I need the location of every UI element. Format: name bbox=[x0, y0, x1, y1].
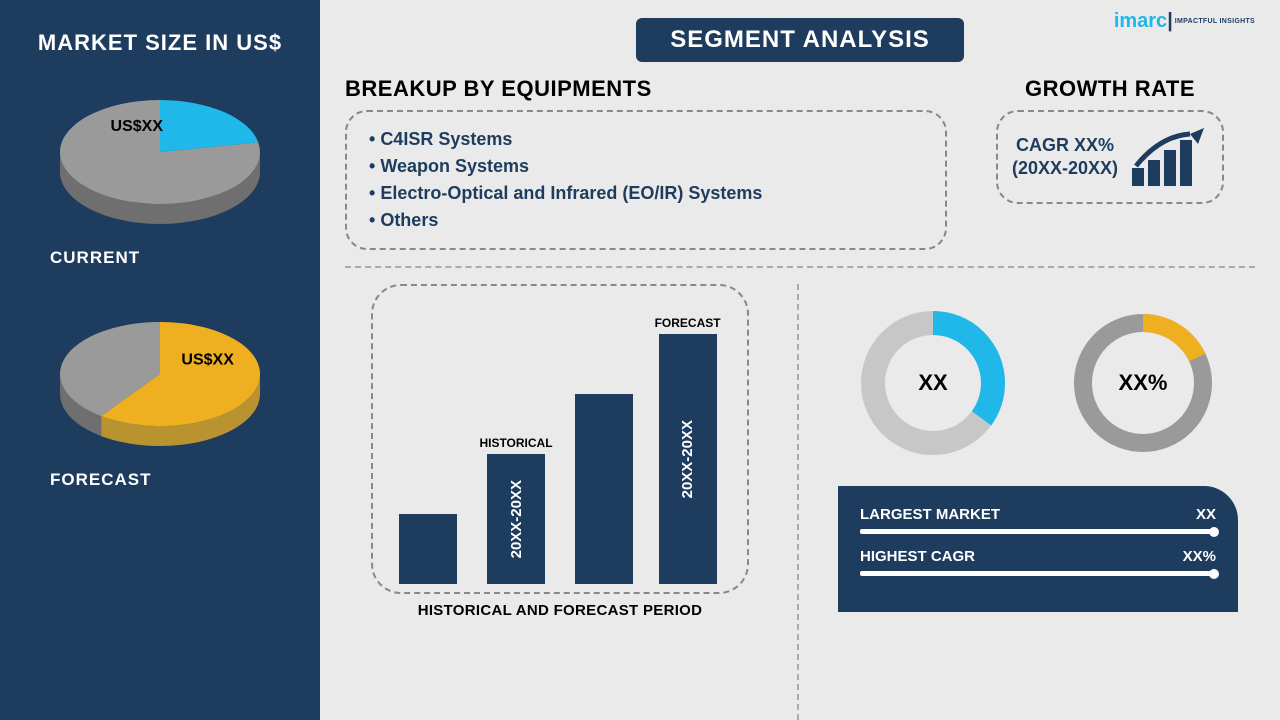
logo-text-1: imarc bbox=[1114, 10, 1167, 32]
summary-bar bbox=[860, 571, 1216, 576]
growth-section: GROWTH RATE CAGR XX% (20XX-20XX) bbox=[965, 76, 1255, 250]
pie-label: CURRENT bbox=[50, 248, 270, 268]
divider-v bbox=[797, 284, 799, 720]
top-row: BREAKUP BY EQUIPMENTS C4ISR SystemsWeapo… bbox=[320, 76, 1280, 260]
bar-top-label: HISTORICAL bbox=[479, 436, 552, 450]
svg-text:US$XX: US$XX bbox=[111, 118, 164, 135]
page-title: SEGMENT ANALYSIS bbox=[636, 18, 964, 62]
summary-label: LARGEST MARKET bbox=[860, 506, 1000, 523]
brand-logo: imarc|IMPACTFUL INSIGHTS bbox=[1114, 10, 1255, 33]
bar-top-label bbox=[427, 496, 430, 510]
summary-bar bbox=[860, 529, 1216, 534]
breakup-list: C4ISR SystemsWeapon SystemsElectro-Optic… bbox=[369, 126, 923, 234]
growth-chart-icon bbox=[1130, 126, 1208, 188]
growth-box: CAGR XX% (20XX-20XX) bbox=[996, 110, 1224, 204]
bar bbox=[399, 514, 457, 584]
summary-row: HIGHEST CAGR XX% bbox=[860, 548, 1216, 565]
bar-column bbox=[575, 376, 633, 584]
summary-value: XX% bbox=[1183, 548, 1216, 565]
summary-card: LARGEST MARKET XX HIGHEST CAGR XX% bbox=[838, 486, 1238, 612]
market-size-title: MARKET SIZE IN US$ bbox=[38, 30, 282, 56]
bar bbox=[575, 394, 633, 584]
logo-tagline: IMPACTFUL INSIGHTS bbox=[1175, 18, 1255, 25]
historical-panel: HISTORICAL 20XX-20XX FORECAST 20XX-20XX … bbox=[345, 284, 775, 720]
pie-forecast: US$XX bbox=[50, 308, 270, 458]
donut-chart: XX% bbox=[1068, 308, 1218, 458]
summary-value: XX bbox=[1196, 506, 1216, 523]
donut-center-text: XX% bbox=[1119, 370, 1168, 396]
donut-chart: XX bbox=[858, 308, 1008, 458]
bottom-row: HISTORICAL 20XX-20XX FORECAST 20XX-20XX … bbox=[320, 274, 1280, 720]
breakup-item: Weapon Systems bbox=[369, 153, 923, 180]
bar-text: 20XX-20XX bbox=[508, 480, 525, 558]
pie-chart: US$XX bbox=[50, 86, 270, 236]
bar-column: FORECAST 20XX-20XX bbox=[655, 316, 721, 584]
bar-top-label: FORECAST bbox=[655, 316, 721, 330]
growth-text: CAGR XX% (20XX-20XX) bbox=[1012, 134, 1118, 181]
bar-top-label bbox=[602, 376, 605, 390]
historical-caption: HISTORICAL AND FORECAST PERIOD bbox=[418, 602, 703, 619]
left-panel: MARKET SIZE IN US$ US$XX CURRENT US$XX F… bbox=[0, 0, 320, 720]
breakup-section: BREAKUP BY EQUIPMENTS C4ISR SystemsWeapo… bbox=[345, 76, 947, 250]
summary-row: LARGEST MARKET XX bbox=[860, 506, 1216, 523]
donut-center-text: XX bbox=[918, 370, 947, 396]
breakup-heading: BREAKUP BY EQUIPMENTS bbox=[345, 76, 947, 102]
bar: 20XX-20XX bbox=[487, 454, 545, 584]
right-panel: imarc|IMPACTFUL INSIGHTS SEGMENT ANALYSI… bbox=[320, 0, 1280, 720]
svg-text:US$XX: US$XX bbox=[181, 352, 234, 369]
breakup-box: C4ISR SystemsWeapon SystemsElectro-Optic… bbox=[345, 110, 947, 250]
historical-chart: HISTORICAL 20XX-20XX FORECAST 20XX-20XX bbox=[371, 284, 748, 594]
bar: 20XX-20XX bbox=[659, 334, 717, 584]
summary-label: HIGHEST CAGR bbox=[860, 548, 975, 565]
breakup-item: C4ISR Systems bbox=[369, 126, 923, 153]
bar-text: 20XX-20XX bbox=[679, 420, 696, 498]
donut-row: XX XX% bbox=[858, 308, 1218, 458]
pie-chart: US$XX bbox=[50, 308, 270, 458]
growth-line2: (20XX-20XX) bbox=[1012, 157, 1118, 180]
breakup-item: Others bbox=[369, 207, 923, 234]
pie-current: US$XX bbox=[50, 86, 270, 236]
growth-line1: CAGR XX% bbox=[1012, 134, 1118, 157]
bar-column bbox=[399, 496, 457, 584]
breakup-item: Electro-Optical and Infrared (EO/IR) Sys… bbox=[369, 180, 923, 207]
pie-label: FORECAST bbox=[50, 470, 270, 490]
bar-column: HISTORICAL 20XX-20XX bbox=[479, 436, 552, 584]
growth-heading: GROWTH RATE bbox=[1025, 76, 1195, 102]
donut-panel: XX XX% LARGEST MARKET XX HIGHEST CAGR XX… bbox=[821, 284, 1255, 720]
divider-h bbox=[345, 266, 1255, 268]
